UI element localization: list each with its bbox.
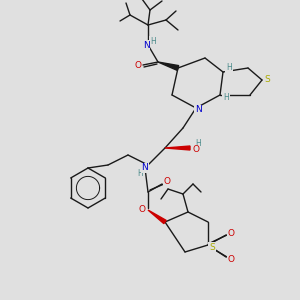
- Text: N: N: [195, 106, 201, 115]
- Text: S: S: [209, 242, 215, 251]
- Text: O: O: [227, 254, 235, 263]
- Text: O: O: [164, 178, 170, 187]
- Polygon shape: [165, 146, 190, 150]
- Text: O: O: [193, 146, 200, 154]
- Text: H: H: [137, 169, 143, 178]
- Text: O: O: [134, 61, 142, 70]
- Polygon shape: [148, 210, 166, 224]
- Text: O: O: [227, 229, 235, 238]
- Text: H: H: [195, 139, 201, 148]
- Polygon shape: [158, 62, 179, 70]
- Text: O: O: [139, 206, 145, 214]
- Text: S: S: [264, 76, 270, 85]
- Text: H: H: [150, 37, 156, 46]
- Text: N: N: [142, 164, 148, 172]
- Text: H: H: [226, 64, 232, 73]
- Text: H: H: [223, 94, 229, 103]
- Text: N: N: [142, 40, 149, 50]
